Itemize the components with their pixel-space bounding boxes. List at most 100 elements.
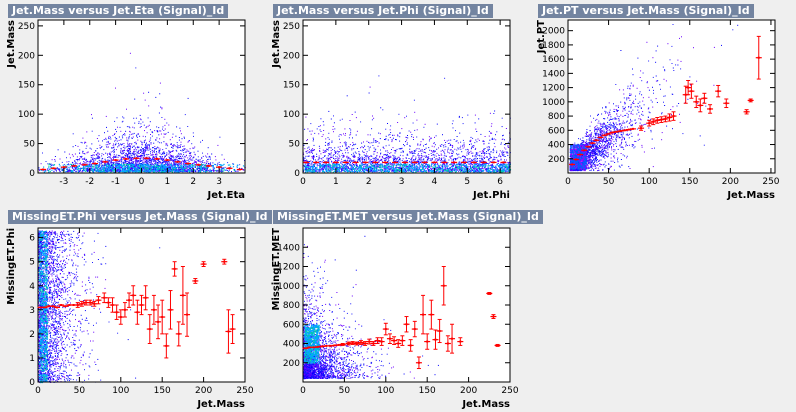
y-tick-label: 200 — [548, 155, 565, 165]
profile-point — [91, 162, 98, 165]
profile-point — [138, 294, 145, 316]
profile-point — [440, 266, 447, 306]
profile-point — [167, 290, 174, 330]
plot-area — [303, 20, 510, 173]
profile-point — [743, 109, 750, 115]
y-tick-label: 800 — [548, 112, 565, 122]
profile-point — [87, 299, 94, 306]
profile-point — [654, 116, 661, 124]
profile-point — [490, 314, 497, 319]
profile-point — [411, 161, 418, 164]
x-tick-label: 150 — [154, 386, 171, 396]
x-tick-label: 200 — [722, 177, 739, 187]
profile-point — [185, 162, 192, 165]
profile-point — [91, 300, 98, 307]
profile-point — [112, 159, 119, 162]
profile-point — [216, 166, 223, 169]
y-tick-label: 5 — [29, 258, 35, 268]
profile-point — [613, 130, 620, 133]
profile-point — [142, 285, 149, 311]
profile-point — [444, 335, 451, 352]
profile-point — [701, 92, 708, 104]
plot-frame — [567, 19, 776, 174]
profile-point — [133, 157, 140, 160]
y-tick-label: 2000 — [542, 27, 565, 37]
y-tick-label: 4 — [29, 282, 35, 292]
x-tick-label: 6 — [497, 177, 503, 187]
profile-point — [175, 321, 182, 347]
x-tick-label: 250 — [762, 177, 779, 187]
x-tick-label: 50 — [74, 386, 86, 396]
profile-point — [650, 118, 657, 126]
x-tick-label: 150 — [681, 177, 698, 187]
x-tick-label: 5 — [464, 177, 470, 187]
profile-point — [581, 149, 588, 152]
profile-point — [236, 168, 243, 171]
plot-pad-3: Jet.PT versus Jet.Mass (Signal)_Id 0 50 10… — [530, 0, 796, 206]
profile-point — [382, 161, 389, 164]
profile-point — [461, 161, 467, 164]
profile-point — [585, 145, 592, 148]
profile-point — [715, 84, 722, 98]
y-tick-label: 200 — [18, 51, 35, 61]
plot-pad-5: MissingET.MET versus Jet.Mass (Signal)_I… — [265, 206, 543, 412]
profile-point — [357, 340, 364, 345]
profile-point — [154, 157, 161, 160]
plot-5: 0 50 100 150 200 250 200 400 600 800 1000 1200 1400 J… — [271, 227, 519, 410]
profile-point — [150, 294, 157, 325]
profile-point — [617, 130, 624, 133]
y-tick-label: 0 — [29, 169, 35, 179]
profile-point — [122, 157, 129, 160]
y-axis: 200 400 600 800 1000 1200 1400 1600 1800 2000 — [542, 27, 775, 165]
plot-pad-2: Jet.Mass versus Jet.Phi (Signal)_Id 0 1 2 3… — [265, 0, 530, 206]
profile-point — [646, 119, 653, 127]
profile-point — [192, 278, 199, 284]
profile-point — [399, 335, 406, 346]
x-tick-label: 1 — [333, 177, 339, 187]
scatter-core — [38, 230, 49, 384]
y-axis-label: MissingET.Phi — [6, 228, 17, 305]
scatter-core — [303, 324, 320, 364]
y-tick-label: 1200 — [277, 263, 300, 273]
plot-title: MissingET.Phi versus Jet.Mass (Signal)_I… — [8, 210, 272, 224]
profile-point — [457, 337, 464, 346]
profile-point — [395, 339, 402, 348]
profile-point — [755, 35, 762, 80]
y-axis: 0 1 2 3 4 5 6 — [29, 234, 245, 388]
profile-point — [625, 128, 632, 131]
scatter-core — [303, 163, 512, 173]
profile-point — [40, 168, 47, 171]
y-tick-label: 150 — [283, 81, 300, 91]
profile-point — [95, 296, 102, 305]
profile-point — [597, 136, 604, 139]
profile-point — [693, 95, 700, 109]
plot-title: MissingET.MET versus Jet.Mass (Signal)_I… — [273, 210, 543, 224]
y-tick-label: 600 — [548, 126, 565, 136]
profile-point — [424, 333, 431, 350]
y-tick-label: 250 — [18, 22, 35, 32]
x-tick-label: -3 — [59, 177, 68, 187]
y-tick-label: 200 — [283, 51, 300, 61]
plot-title: Jet.PT versus Jet.Mass (Signal)_Id — [538, 4, 754, 18]
plot-1: -3 -2 -1 0 1 2 3 0 50 100 150 200 250 Jet.Eta Jet.Mass — [6, 19, 246, 201]
profile-point — [629, 127, 636, 130]
profile-point — [174, 160, 181, 163]
profile-point — [682, 85, 689, 104]
profile-point — [436, 318, 443, 344]
x-tick-label: -1 — [111, 177, 120, 187]
x-tick-label: 250 — [501, 386, 518, 396]
profile-series — [569, 35, 762, 166]
profile-series — [37, 258, 236, 359]
profile-point — [143, 157, 150, 160]
profile-point — [303, 161, 310, 164]
profile-point — [486, 291, 493, 295]
profile-point — [658, 116, 665, 123]
profile-point — [480, 161, 487, 164]
profile-point — [494, 343, 501, 347]
profile-series — [302, 266, 501, 370]
profile-point — [58, 304, 65, 306]
profile-point — [130, 285, 137, 306]
profile-point — [411, 320, 418, 338]
profile-point — [697, 98, 704, 113]
profile-point — [605, 132, 612, 135]
